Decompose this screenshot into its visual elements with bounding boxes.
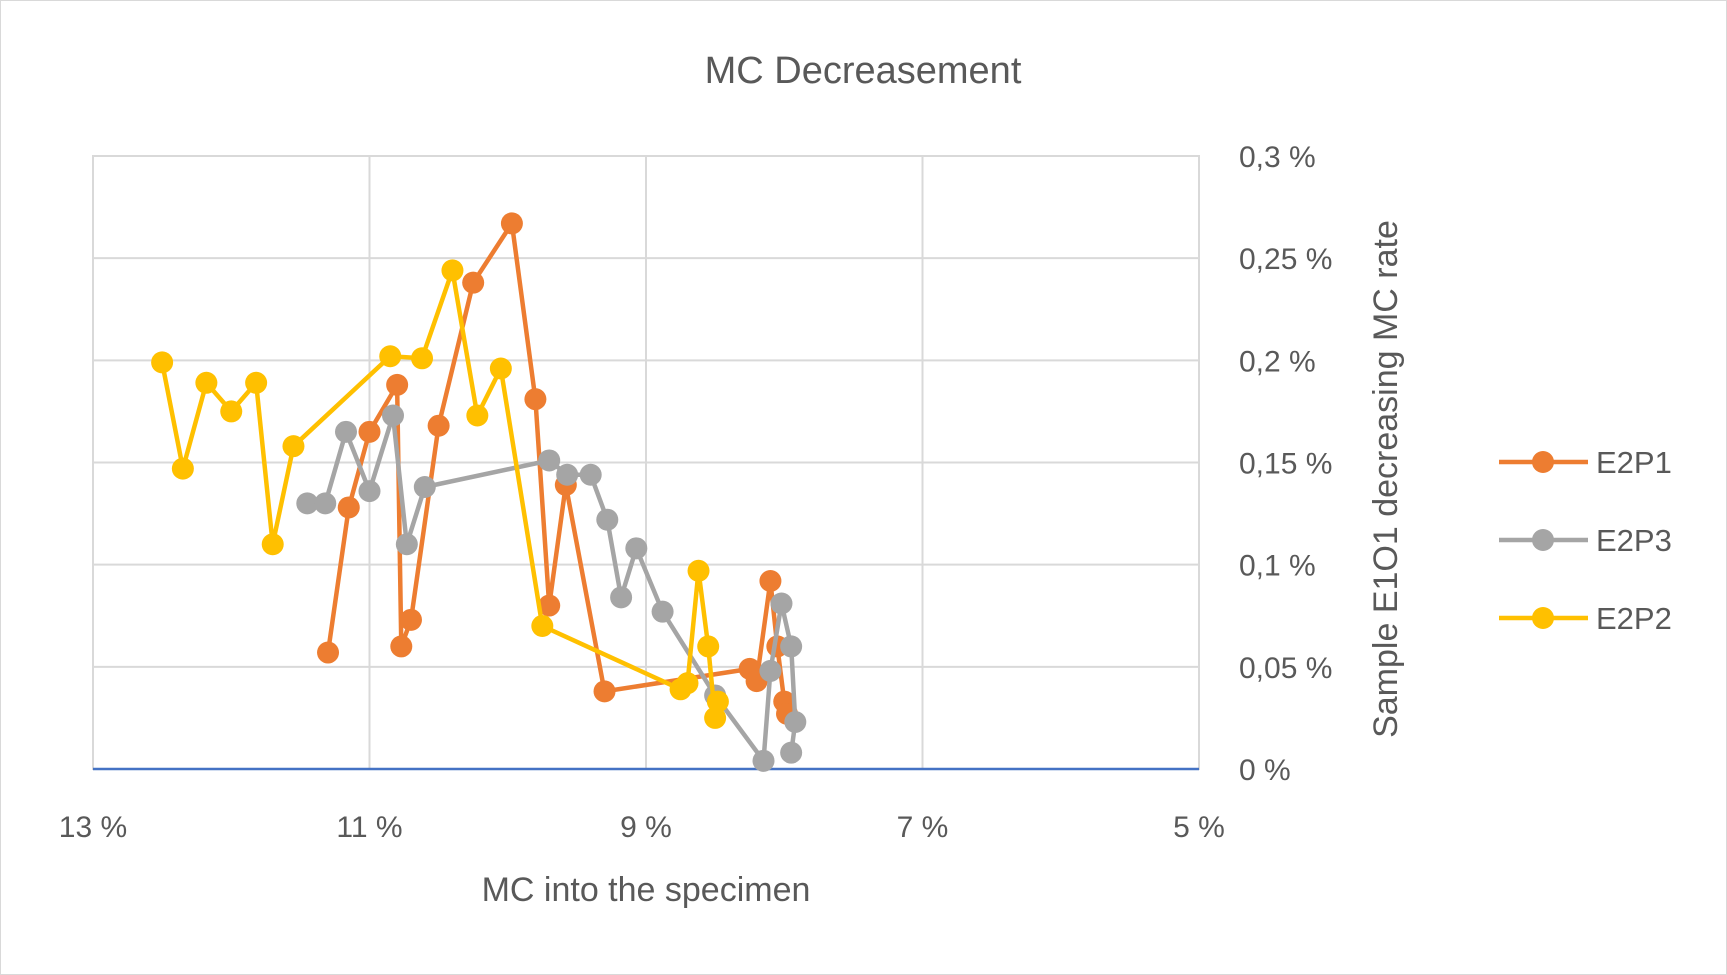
data-point: [752, 749, 775, 772]
legend-swatch-marker: [1532, 529, 1554, 551]
data-point: [759, 570, 782, 593]
data-point: [524, 388, 547, 411]
series-e2p1: [317, 212, 799, 725]
data-point: [358, 480, 381, 503]
x-tick-label: 9 %: [620, 811, 672, 844]
data-point: [171, 457, 194, 480]
data-point: [676, 672, 699, 695]
data-point: [317, 641, 340, 664]
data-point: [687, 559, 710, 582]
y-tick-label: 0,25 %: [1239, 243, 1332, 276]
legend-item-e2p2: E2P2: [1499, 601, 1672, 636]
series-e2p2: [151, 259, 729, 729]
data-point: [220, 400, 243, 423]
data-point: [151, 351, 174, 374]
legend-swatch-marker: [1532, 607, 1554, 629]
x-tick-label: 11 %: [336, 811, 402, 844]
data-point: [441, 259, 464, 282]
x-tick-label: 7 %: [897, 811, 949, 844]
y-tick-label: 0,05 %: [1239, 652, 1332, 685]
data-point: [625, 537, 648, 560]
data-point: [593, 680, 616, 703]
y-tick-label: 0,2 %: [1239, 345, 1316, 378]
data-point: [296, 492, 319, 515]
y-tick-label: 0 %: [1239, 754, 1291, 787]
data-point: [379, 345, 402, 368]
data-point: [500, 212, 523, 235]
series-e2p3: [296, 404, 807, 772]
legend-item-e2p1: E2P1: [1499, 445, 1672, 480]
data-point: [770, 592, 793, 615]
data-point: [314, 492, 337, 515]
data-point: [358, 420, 381, 443]
y-tick-label: 0,15 %: [1239, 448, 1332, 481]
y-axis-label: Sample E1O1 decreasing MC rate: [1367, 220, 1405, 738]
data-point: [706, 690, 729, 713]
legend-label: E2P2: [1596, 601, 1672, 636]
data-point: [334, 420, 357, 443]
data-point: [466, 404, 489, 427]
data-point: [538, 594, 561, 617]
grid-layer: [92, 155, 1200, 771]
data-point: [579, 463, 602, 486]
chart-title: MC Decreasement: [705, 50, 1022, 92]
data-point: [261, 533, 284, 556]
data-point: [386, 373, 409, 396]
data-point: [195, 371, 218, 394]
tick-layer: 13 % 11 % 9 % 7 % 5 % 0 % 0,05 % 0,1 % 0,15 % 0,2…: [59, 141, 1333, 844]
data-point: [337, 496, 360, 519]
data-point: [395, 533, 418, 556]
x-axis-label: MC into the specimen: [482, 871, 811, 909]
series-line: [159, 268, 721, 721]
x-tick-label: 13 %: [59, 811, 127, 844]
x-tick-label: 5 %: [1173, 811, 1225, 844]
data-point: [411, 347, 434, 370]
data-point: [697, 635, 720, 658]
legend-item-e2p3: E2P3: [1499, 523, 1672, 558]
data-point: [390, 635, 413, 658]
legend-swatch-marker: [1532, 451, 1554, 473]
data-point: [596, 508, 619, 531]
data-point: [780, 741, 803, 764]
data-point: [462, 271, 485, 294]
data-point: [399, 608, 422, 631]
data-point: [610, 586, 633, 609]
data-point: [282, 435, 305, 458]
data-point: [382, 404, 405, 427]
data-point: [427, 414, 450, 437]
data-point: [780, 635, 803, 658]
data-point: [489, 357, 512, 380]
data-point: [413, 476, 436, 499]
y-tick-label: 0,3 %: [1239, 141, 1316, 174]
legend-label: E2P1: [1596, 445, 1672, 480]
legend-label: E2P3: [1596, 523, 1672, 558]
series-layer: [151, 212, 807, 772]
legend: E2P1 E2P3 E2P2: [1499, 445, 1672, 636]
data-point: [538, 449, 561, 472]
data-point: [704, 706, 727, 729]
data-point: [245, 371, 268, 394]
data-point: [531, 614, 554, 637]
y-tick-label: 0,1 %: [1239, 550, 1316, 583]
data-point: [556, 463, 579, 486]
data-point: [651, 600, 674, 623]
data-point: [759, 659, 782, 682]
data-point: [784, 711, 807, 734]
